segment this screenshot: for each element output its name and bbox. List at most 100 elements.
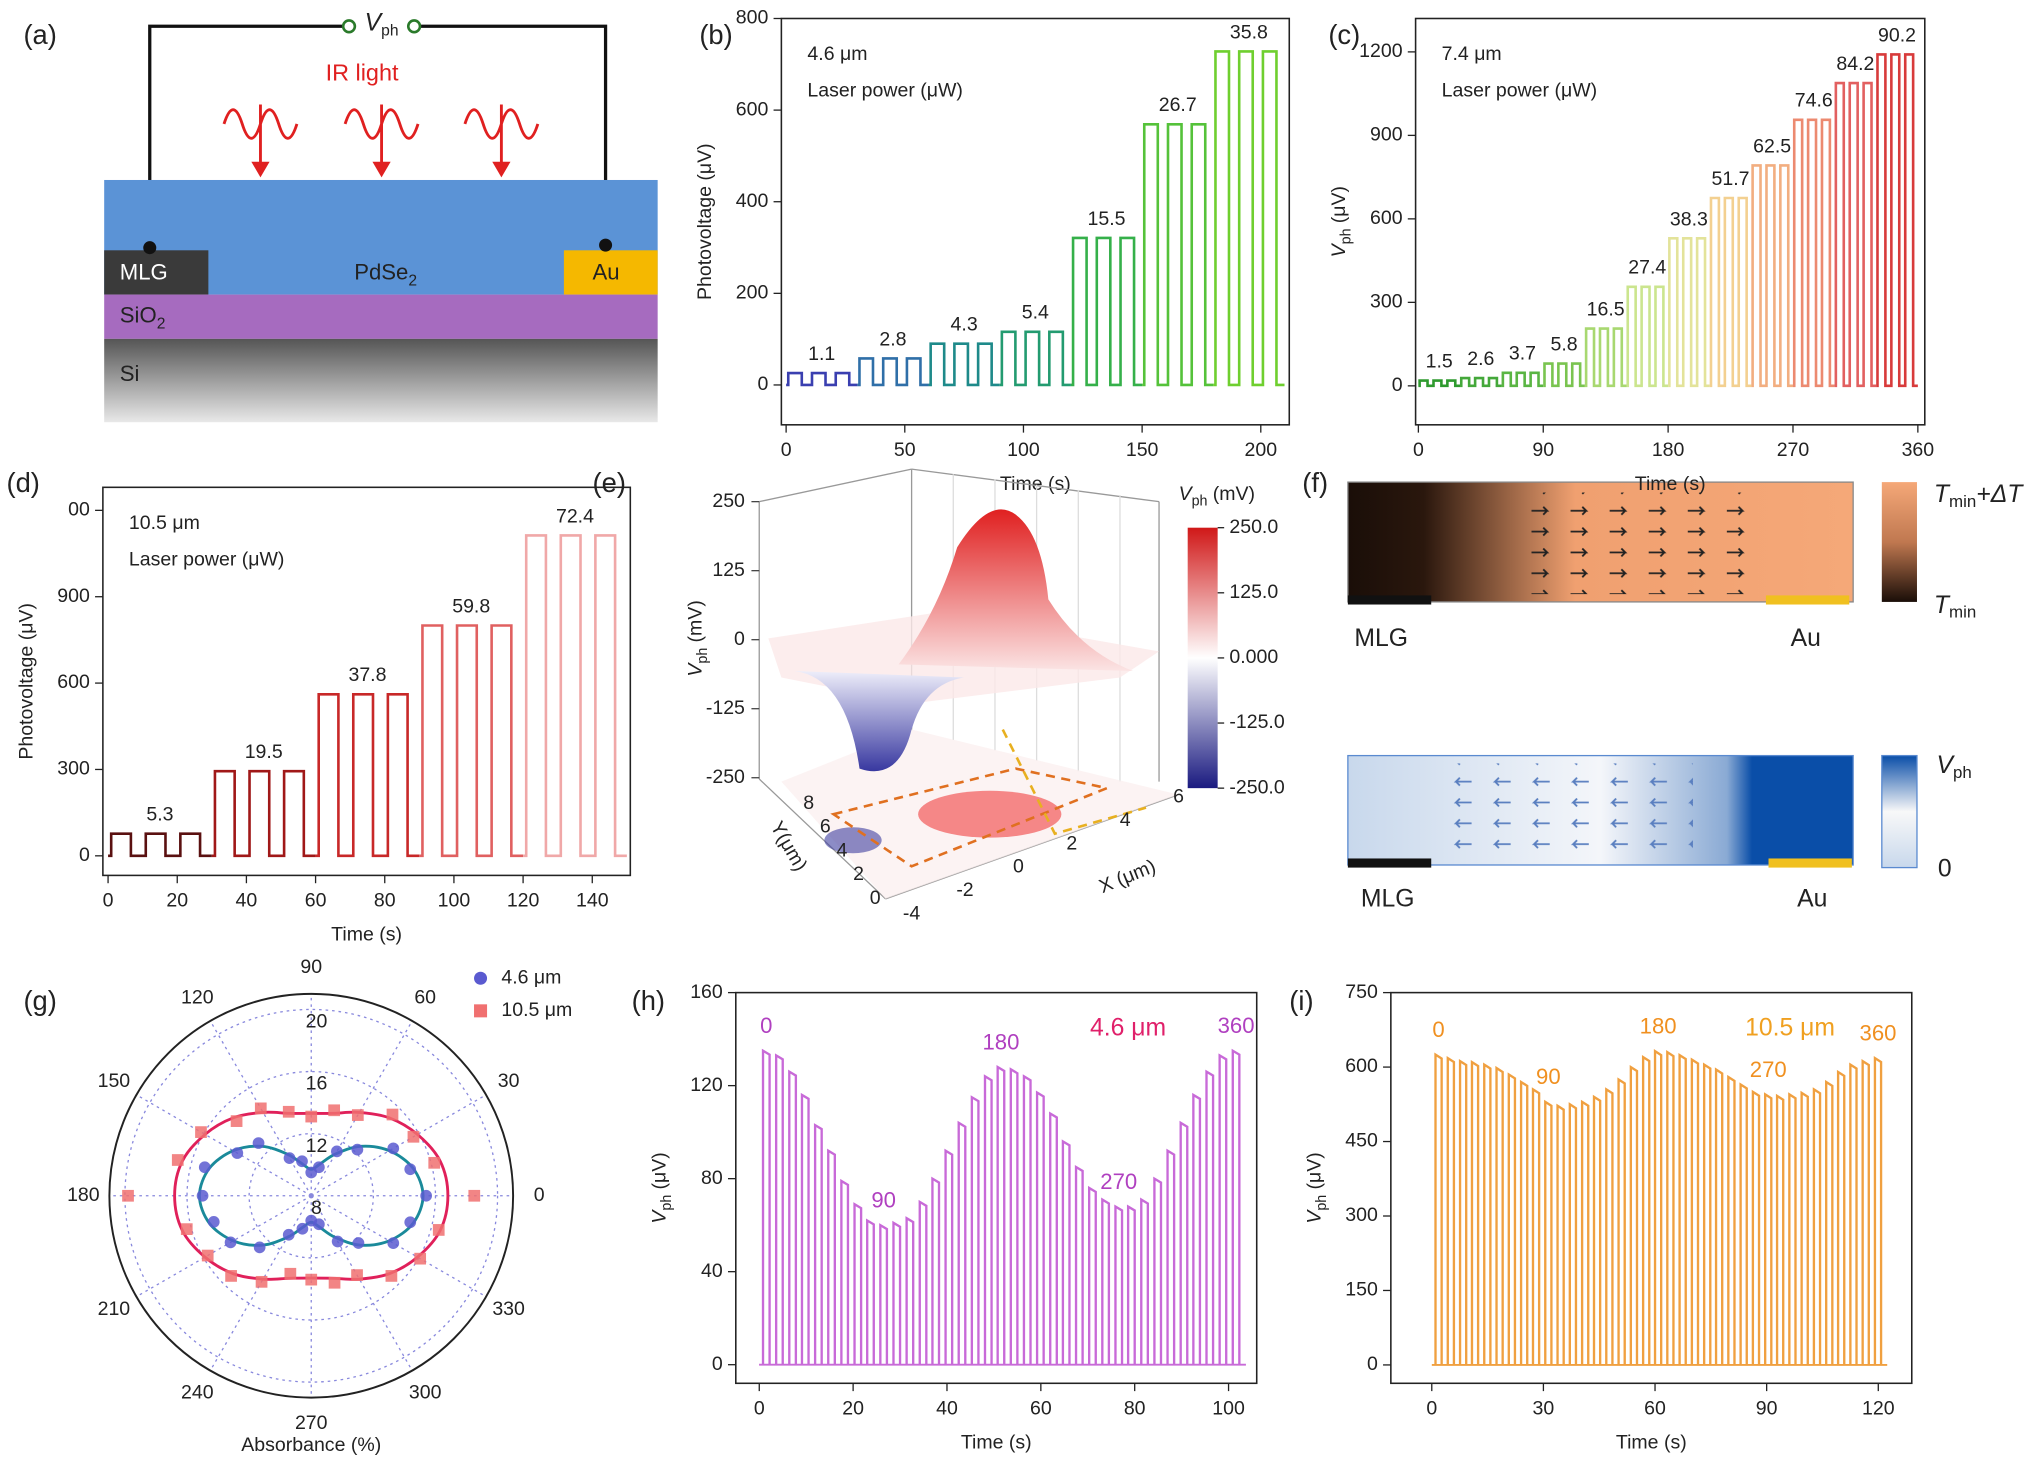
au-contact (563, 250, 658, 295)
box-edge (759, 468, 912, 503)
annotation: 10.5 μm (129, 512, 200, 534)
y-tick-label: 4 (837, 839, 848, 861)
plot-frame (780, 17, 1291, 426)
pulse (957, 1120, 967, 1365)
angle-tick-label: 300 (409, 1381, 442, 1403)
angle-tick-label: 0 (534, 1184, 545, 1206)
data-point (432, 1224, 445, 1236)
radial-tick-label: 20 (306, 1011, 328, 1033)
colorbar (1187, 527, 1218, 789)
data-point (296, 1222, 309, 1235)
pulse (996, 1064, 1006, 1365)
vph-label: Vph (365, 9, 399, 39)
y-tick-label: 900 (1370, 124, 1403, 146)
pulse (983, 1074, 993, 1365)
power-label: 37.8 (348, 664, 386, 686)
surface-valley (794, 670, 964, 772)
floor-peak (918, 790, 1062, 838)
angle-tick-label: 30 (498, 1070, 520, 1092)
chart-title: 4.6 μm (1090, 1015, 1166, 1042)
power-label: 74.6 (1795, 90, 1833, 112)
au-bar (1768, 858, 1852, 868)
pulse (1205, 1069, 1215, 1365)
heat-flow-arrows (1523, 492, 1759, 595)
y-tick-label: 6 (820, 816, 831, 838)
x-tick-label: 60 (305, 890, 327, 912)
data-point (468, 1189, 481, 1202)
floor-valley (824, 827, 882, 854)
pulse (1179, 1120, 1189, 1365)
v-main: V (1937, 752, 1956, 779)
pulse-group (1626, 285, 1669, 388)
pulse (800, 1092, 810, 1365)
power-label: 1.5 (1426, 350, 1453, 372)
y-axis-label: Vph (μV) (1303, 1152, 1329, 1223)
pulse (1483, 1062, 1492, 1365)
pulse-group (857, 357, 929, 387)
colorbar (1881, 754, 1918, 869)
data-point (122, 1189, 134, 1202)
x-tick-label: 40 (236, 890, 258, 912)
x-axis-label: Time (s) (1635, 473, 1706, 495)
power-label: 27.4 (1628, 257, 1666, 279)
pulse (788, 1069, 798, 1365)
sio2-main: SiO (120, 303, 157, 328)
x-tick-label: 180 (1652, 439, 1685, 461)
pulse (1702, 1062, 1712, 1365)
x-tick-label: 100 (1212, 1398, 1245, 1420)
angle-tick-label: 180 (67, 1184, 100, 1206)
y-tick-label: 300 (1370, 291, 1403, 313)
power-label: 16.5 (1587, 298, 1625, 320)
y-axis-label-rest: (μV) (1303, 1152, 1325, 1189)
x-tick-label: 90 (1532, 439, 1554, 461)
x-tick-label: 6 (1173, 785, 1184, 807)
data-point (420, 1189, 433, 1202)
y-tick-label: 800 (736, 7, 769, 29)
pulse-group (1142, 123, 1214, 387)
pulse (1825, 1079, 1834, 1365)
sio2-sub: 2 (157, 316, 166, 333)
colorbar-tick-label: -250.0 (1229, 776, 1284, 798)
data-point (386, 1108, 399, 1121)
pulse-group (1709, 196, 1752, 388)
data-point (305, 1166, 318, 1179)
x-tick-label: 360 (1902, 439, 1935, 461)
v-sub: ph (1953, 763, 1972, 782)
pulse-group (1213, 50, 1285, 387)
x-tick-label: 0 (781, 439, 792, 461)
colorbar-high: Tmin+ΔT (1934, 481, 2024, 512)
data-point (207, 1216, 220, 1228)
pulse (840, 1178, 850, 1365)
colorbar-tick-label: -125.0 (1229, 711, 1284, 733)
pulse (1458, 1058, 1468, 1365)
contact-dot (143, 241, 157, 255)
y-axis-label-sub: ph (1338, 228, 1354, 244)
data-point (305, 1110, 318, 1123)
data-point (331, 1145, 343, 1158)
pulse (1763, 1092, 1773, 1365)
angle-tick-label: 60 (414, 987, 436, 1009)
t-main: T (1934, 481, 1951, 508)
pulse (813, 1123, 823, 1365)
mlg-label: MLG (1354, 625, 1408, 652)
x-tick-label: 100 (438, 890, 471, 912)
z-axis-label-rest: (mV) (685, 600, 707, 642)
pulse (1035, 1090, 1045, 1365)
panel-a: (a) Vph IR light MLG PdSe2 Au SiO2 Si (23, 9, 658, 423)
y-tick-label: 600 (736, 98, 769, 120)
annotation: 7.4 μm (1442, 43, 1502, 65)
pulse-group (999, 330, 1071, 387)
power-label: 2.8 (879, 328, 906, 350)
dashed-region (1001, 728, 1147, 836)
data-point (284, 1267, 297, 1280)
colorbar-tick-label: 250.0 (1229, 516, 1278, 538)
pulse (1166, 1148, 1176, 1365)
pulse-group (211, 769, 316, 858)
x-tick-label: 80 (1124, 1398, 1146, 1420)
data-point (230, 1115, 243, 1127)
y-axis-label-main: V (648, 1209, 670, 1224)
y-tick-label: 0 (757, 373, 768, 395)
x-axis-label: Absorbance (%) (241, 1434, 381, 1456)
pulse-group (1459, 376, 1502, 388)
